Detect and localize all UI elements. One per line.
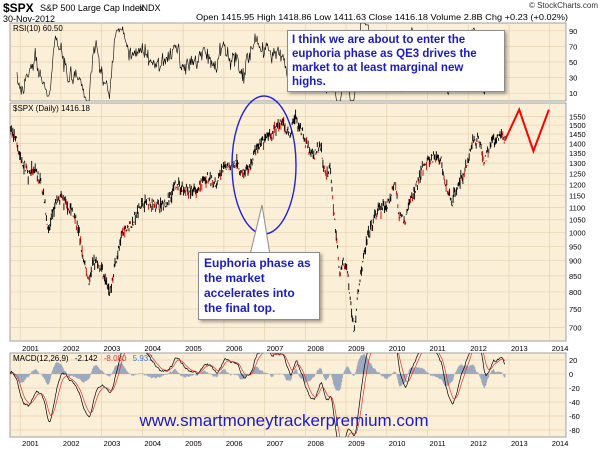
- x-axis-label: 2006: [226, 344, 243, 353]
- euphoria-callout-text: Euphoria phase as the market accelerates…: [204, 256, 311, 315]
- price-tick-label: 1100: [569, 203, 585, 212]
- price-tick-label: 800: [569, 288, 582, 297]
- macd-value: -2.142: [75, 354, 98, 363]
- macd-tick-label: -40: [569, 398, 580, 407]
- price-tick-label: 850: [569, 272, 582, 281]
- price-tick-label: 1250: [569, 169, 586, 178]
- macd-label: MACD(12,26,9) -2.142 -8.080 5.937: [13, 354, 153, 363]
- macd-tick-label: -20: [569, 384, 580, 393]
- chart-date: 30-Nov-2012: [3, 14, 55, 24]
- price-tick-label: 700: [569, 323, 582, 332]
- x-axis-label: 2001: [22, 439, 39, 448]
- price-tick-label: 1150: [569, 192, 585, 201]
- x-axis-label: 2002: [63, 439, 80, 448]
- axis-ticks: 2001200120022002200320032004200420052005…: [22, 27, 586, 448]
- price-bars: [10, 109, 506, 333]
- x-axis-label: 2004: [144, 344, 161, 353]
- x-axis-label: 2008: [307, 344, 324, 353]
- price-tick-label: 1400: [569, 139, 586, 148]
- macd-tick-label: 0: [569, 370, 573, 379]
- macd-histogram-value: 5.937: [133, 354, 154, 363]
- stockcharts-credit: © StockCharts.com: [529, 1, 598, 10]
- price-tick-label: 1450: [569, 130, 586, 139]
- x-axis-label: 2002: [63, 344, 80, 353]
- x-axis-label: 2010: [389, 439, 406, 448]
- macd-indicator: [10, 353, 506, 437]
- x-axis-label: 2003: [104, 344, 121, 353]
- projection-line: [503, 106, 550, 155]
- qe3-callout: I think we are about to enter the euphor…: [287, 30, 505, 92]
- x-axis-label: 2008: [307, 439, 324, 448]
- rsi-label: RSI(10) 60.50: [13, 24, 63, 33]
- rsi-tick-label: 90: [569, 27, 577, 36]
- rsi-tick-label: 50: [569, 58, 577, 67]
- qe3-callout-text: I think we are about to enter the euphor…: [292, 34, 477, 88]
- macd-label-name: MACD(12,26,9): [13, 354, 69, 363]
- rsi-tick-label: 70: [569, 42, 577, 51]
- macd-tick-label: -60: [569, 412, 580, 421]
- macd-tick-label: 20: [569, 356, 577, 365]
- projection-path: [503, 106, 550, 155]
- price-tick-label: 1050: [569, 216, 586, 225]
- price-tick-label: 1350: [569, 149, 586, 158]
- x-axis-label: 2013: [511, 344, 528, 353]
- x-axis-label: 2006: [226, 439, 243, 448]
- x-axis-label: 2014: [552, 439, 569, 448]
- x-axis-label: 2004: [144, 439, 161, 448]
- x-axis-label: 2012: [470, 439, 487, 448]
- macd-tick-label: -80: [569, 426, 580, 435]
- price-tick-label: 950: [569, 242, 582, 251]
- euphoria-callout: Euphoria phase as the market accelerates…: [198, 252, 320, 320]
- x-axis-label: 2011: [430, 344, 446, 353]
- x-axis-label: 2012: [470, 344, 487, 353]
- macd-line: [10, 353, 506, 437]
- x-axis-label: 2014: [552, 344, 569, 353]
- exchange-label: INDX: [139, 3, 161, 13]
- price-tick-label: 1550: [569, 112, 586, 121]
- x-axis-label: 2011: [430, 439, 446, 448]
- x-axis-label: 2001: [22, 344, 39, 353]
- price-label: $SPX (Daily) 1416.18: [13, 104, 90, 113]
- macd-signal-value: -8.080: [104, 354, 127, 363]
- x-axis-label: 2010: [389, 344, 406, 353]
- x-axis-label: 2009: [348, 439, 365, 448]
- rsi-tick-label: 30: [569, 74, 577, 83]
- rsi-tick-label: 10: [569, 89, 577, 98]
- x-axis-label: 2013: [511, 439, 528, 448]
- x-axis-label: 2005: [185, 439, 202, 448]
- price-tick-label: 1200: [569, 180, 586, 189]
- price-stats: Open 1415.95 High 1418.86 Low 1411.63 Cl…: [196, 12, 568, 22]
- macd-signal-line: [10, 353, 506, 437]
- x-axis-label: 2009: [348, 344, 365, 353]
- price-tick-label: 900: [569, 257, 582, 266]
- ticker-symbol: $SPX: [3, 1, 34, 15]
- x-axis-label: 2007: [267, 344, 284, 353]
- price-tick-label: 1500: [569, 121, 586, 130]
- website-banner: www.smartmoneytrackerpremium.com: [138, 411, 428, 430]
- x-axis-label: 2003: [104, 439, 121, 448]
- price-tick-label: 750: [569, 305, 582, 314]
- price-tick-label: 1000: [569, 229, 586, 238]
- x-axis-label: 2007: [267, 439, 284, 448]
- index-name: S&P 500 Large Cap Index: [40, 3, 145, 13]
- x-axis-label: 2005: [185, 344, 202, 353]
- price-tick-label: 1300: [569, 159, 586, 168]
